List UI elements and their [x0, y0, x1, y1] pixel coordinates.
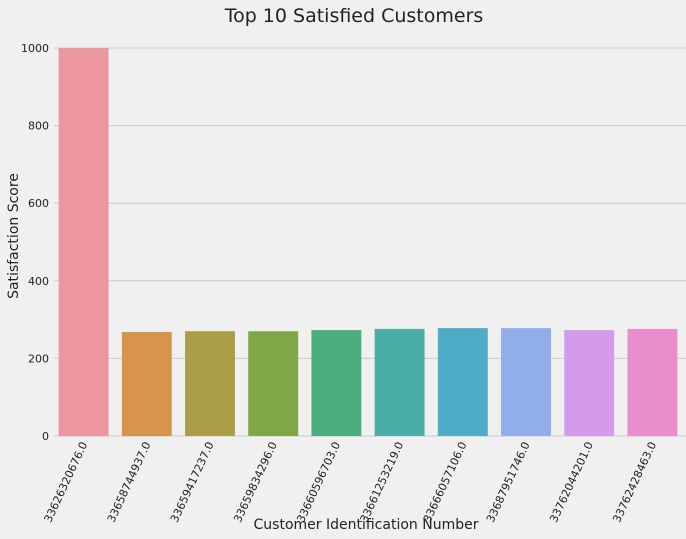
- x-tick-label: 33626320676.0: [42, 440, 91, 525]
- y-tick-label: 0: [42, 430, 49, 443]
- bar: [121, 332, 172, 436]
- chart-title: Top 10 Satisfied Customers: [224, 5, 484, 27]
- x-tick-label: 33660596703.0: [294, 440, 343, 525]
- x-axis-label: Customer Identification Number: [254, 517, 479, 533]
- x-tick-label: 33659834296.0: [231, 440, 280, 525]
- y-tick-label: 800: [28, 120, 49, 133]
- bar: [564, 330, 615, 436]
- bar: [627, 328, 678, 436]
- x-tick-label: 33659417237.0: [168, 440, 217, 525]
- x-tick-label: 33666057106.0: [421, 440, 470, 525]
- x-tick-label: 33687951746.0: [484, 440, 533, 525]
- y-tick-label: 600: [28, 197, 49, 210]
- y-tick-label: 400: [28, 275, 49, 288]
- bar: [185, 331, 235, 436]
- x-tick-label: 33762044201.0: [547, 440, 596, 525]
- x-tick-label: 33658744937.0: [105, 440, 154, 525]
- bar: [501, 328, 551, 436]
- bar: [311, 330, 362, 436]
- bar: [248, 331, 299, 436]
- bars: [58, 48, 678, 436]
- y-axis-label: Satisfaction Score: [6, 173, 22, 299]
- x-tick-label: 33762428463.0: [610, 440, 659, 525]
- x-tick-label: 33661253219.0: [358, 440, 407, 525]
- x-axis-ticks: 33626320676.0 33658744937.0 33659417237.0 3…: [42, 440, 660, 525]
- y-tick-label: 1000: [21, 42, 49, 55]
- y-tick-label: 200: [28, 352, 49, 365]
- bar: [437, 328, 488, 436]
- bar: [374, 328, 425, 436]
- y-axis-ticks: 0 200 400 600 800 1000: [21, 42, 49, 443]
- bar: [58, 48, 109, 436]
